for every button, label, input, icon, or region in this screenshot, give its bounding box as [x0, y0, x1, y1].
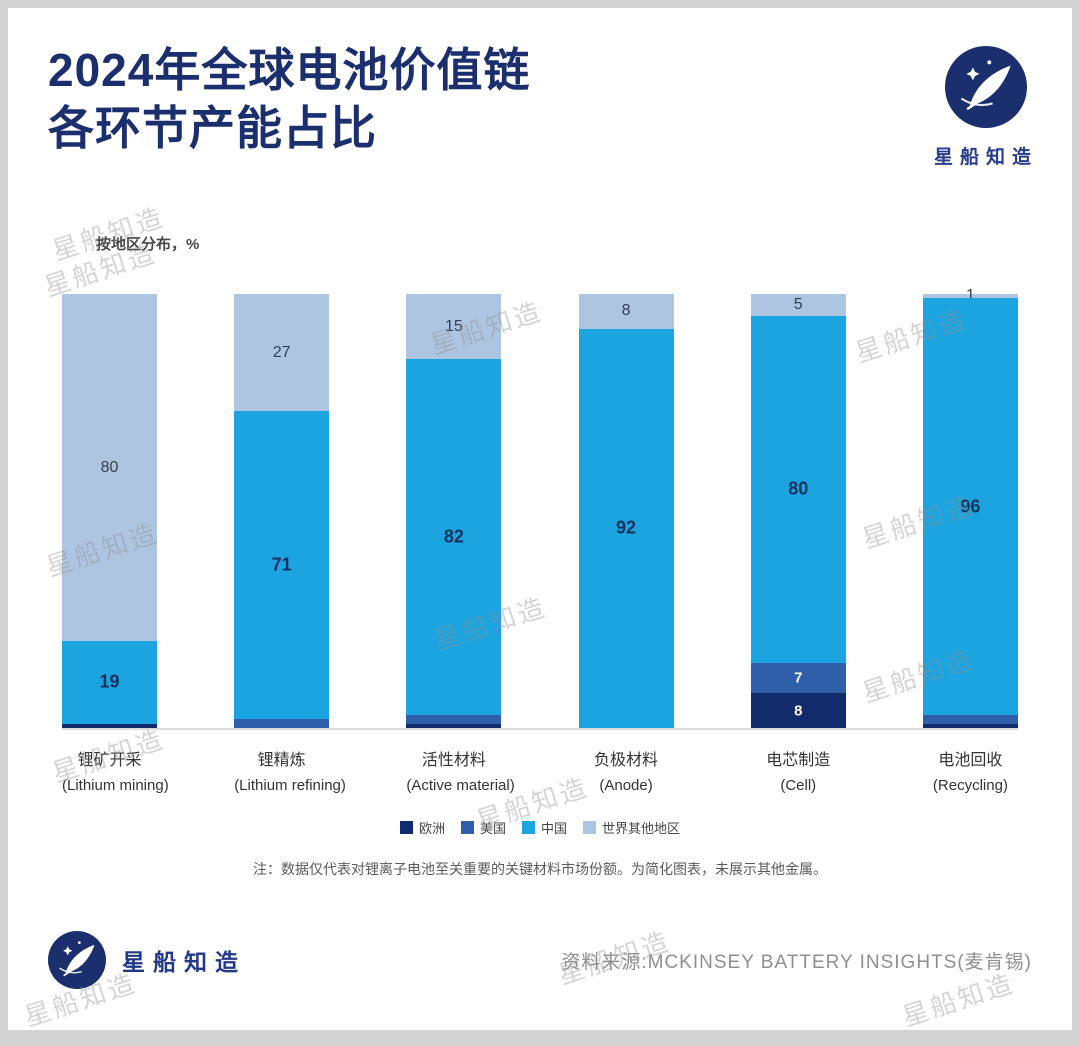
- bar-segment: 7: [750, 662, 846, 694]
- stacked-bar: 27 71: [234, 294, 330, 728]
- legend-label: 美国: [479, 821, 506, 836]
- legend-label: 世界其他地区: [602, 821, 681, 836]
- stacked-bar: 80 19: [62, 294, 157, 728]
- brand-logo-icon: [944, 46, 1027, 128]
- category-label: 活性材料 (Active material): [406, 746, 515, 794]
- category-label-en: (Lithium mining): [62, 777, 169, 794]
- bar-segment: 27: [234, 294, 330, 412]
- value-label: 80: [100, 458, 119, 476]
- value-label: 5: [793, 295, 803, 313]
- bar-segment: 92: [578, 328, 674, 728]
- bar-segment: [406, 723, 502, 728]
- stacked-bar: 5 80 7 8: [750, 294, 846, 728]
- legend: 欧洲 美国 中国 世界其他地区: [8, 818, 1072, 837]
- bar-segment: 5: [750, 294, 846, 316]
- brand-logo-text: 星船知造: [933, 147, 1038, 168]
- bar-segment: 82: [406, 359, 502, 715]
- legend-swatch: [522, 821, 535, 834]
- value-label: 1: [965, 287, 975, 305]
- value-label: 71: [271, 554, 292, 575]
- chart-note: 注：数据仅代表对锂离子电池至关重要的关键材料市场份额。为简化图表，未展示其他金属…: [253, 861, 827, 877]
- bar-segment: 8: [750, 693, 846, 728]
- stacked-bar-chart: 80 19 27 71 15 82 8 92 5 80 7 8 1 96 锂矿开采 (Lithium min…: [62, 287, 1018, 794]
- value-label: 92: [616, 517, 637, 538]
- value-label: 82: [443, 526, 464, 547]
- category-label: 负极材料 (Anode): [579, 746, 674, 794]
- category-label-en: (Cell): [780, 777, 817, 794]
- value-label: 8: [621, 302, 631, 320]
- legend-label: 欧洲: [418, 821, 445, 836]
- value-label: 27: [272, 343, 291, 361]
- footer: 星船知造 资料来源:MCKINSEY BATTERY INSIGHTS(麦肯锡): [48, 931, 1032, 989]
- value-label: 19: [99, 671, 120, 692]
- brand-logo-icon: [48, 931, 106, 989]
- legend-label: 中国: [541, 821, 568, 836]
- brand-logo-block: 星船知造: [934, 46, 1038, 169]
- bar-segment: [234, 719, 330, 728]
- category-label: 锂精炼 (Lithium refining): [234, 746, 346, 794]
- stacked-bar: 8 92: [578, 294, 674, 728]
- bar-segment: [62, 723, 157, 728]
- bar-segment: 80: [750, 315, 846, 663]
- bar-segment: 96: [922, 298, 1018, 715]
- category-label-en: (Lithium refining): [234, 777, 346, 794]
- page-title-line1: 2024年全球电池价值链: [48, 44, 531, 96]
- data-source-text: 资料来源:MCKINSEY BATTERY INSIGHTS(麦肯锡): [561, 951, 1032, 973]
- category-label-zh: 活性材料: [421, 752, 486, 769]
- legend-swatch: [583, 821, 597, 834]
- bar-segment: 15: [406, 294, 502, 360]
- legend-item: 中国: [522, 818, 567, 837]
- category-label: 电芯制造 (Cell): [751, 746, 846, 794]
- bar-segment: 71: [234, 411, 330, 720]
- category-label-zh: 电芯制造: [766, 752, 831, 769]
- stacked-bar: 15 82: [406, 294, 502, 728]
- legend-swatch: [399, 821, 413, 834]
- value-label: 96: [960, 496, 981, 517]
- bar-segment: 8: [578, 294, 674, 329]
- bar-segment: [922, 723, 1018, 728]
- bar-segment: [406, 714, 502, 724]
- value-label: 7: [794, 669, 803, 687]
- legend-swatch: [460, 821, 474, 834]
- footer-brand-text: 星船知造: [122, 949, 246, 975]
- category-label-en: (Active material): [406, 777, 515, 794]
- value-label: 80: [788, 478, 809, 499]
- footer-brand: 星船知造: [48, 931, 246, 989]
- chart-subtitle: 按地区分布，%: [96, 236, 200, 253]
- category-label-zh: 锂精炼: [257, 752, 306, 769]
- bar-segment: [922, 714, 1018, 724]
- plot-area: 80 19 27 71 15 82 8 92 5 80 7 8 1 96: [62, 287, 1018, 730]
- category-label-zh: 电池回收: [938, 752, 1003, 769]
- category-label-en: (Recycling): [932, 777, 1008, 794]
- category-label-zh: 锂矿开采: [77, 752, 142, 769]
- value-label: 15: [444, 317, 463, 335]
- category-label: 锂矿开采 (Lithium mining): [62, 746, 169, 794]
- bar-segment: 19: [62, 641, 157, 724]
- infographic-card: 星船知造 星船知造 星船知造 星船知造 星船知造 星船知造 星船知造 星船知造 …: [8, 8, 1072, 1030]
- legend-item: 欧洲: [399, 818, 445, 837]
- value-label: 8: [794, 702, 803, 720]
- category-label-zh: 负极材料: [594, 752, 659, 769]
- category-row: 锂矿开采 (Lithium mining) 锂精炼 (Lithium refining…: [62, 746, 1018, 794]
- bar-segment: 1: [922, 287, 1018, 304]
- page-title: 2024年全球电池价值链 各环节产能占比: [48, 42, 530, 158]
- bar-segment: 80: [62, 294, 157, 642]
- stacked-bar: 1 96: [922, 287, 1018, 728]
- header: 2024年全球电池价值链 各环节产能占比 星船知造: [8, 8, 1072, 169]
- legend-item: 世界其他地区: [583, 818, 680, 837]
- legend-item: 美国: [460, 818, 506, 837]
- category-label: 电池回收 (Recycling): [923, 746, 1018, 794]
- page-title-line2: 各环节产能占比: [48, 101, 377, 154]
- category-label-en: (Anode): [599, 777, 653, 794]
